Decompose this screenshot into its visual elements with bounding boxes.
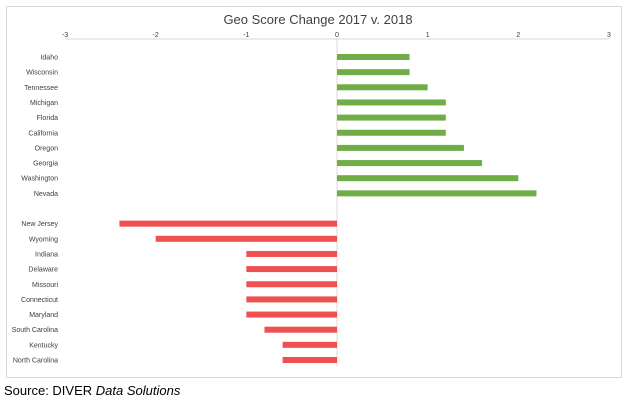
x-tick-label: 2 (516, 32, 520, 39)
x-tick-label: -1 (243, 32, 249, 39)
bar (246, 250, 337, 257)
x-tick-label: 3 (607, 32, 611, 39)
category-label: Connecticut (21, 297, 58, 304)
category-label: Florida (37, 115, 59, 122)
bar (119, 220, 338, 227)
category-label: Oregon (35, 145, 58, 152)
category-label: Wisconsin (26, 70, 58, 77)
bar (337, 69, 410, 76)
category-label: North Carolina (13, 358, 58, 365)
bar (337, 129, 446, 136)
bar (246, 266, 337, 273)
category-label: California (28, 130, 58, 137)
bar (264, 326, 337, 333)
bar (337, 114, 446, 121)
category-label: Missouri (32, 282, 59, 289)
chart-title: Geo Score Change 2017 v. 2018 (223, 12, 413, 27)
bar (337, 84, 428, 91)
bar (282, 341, 337, 348)
bar (337, 190, 537, 197)
bar (246, 296, 337, 303)
category-label: Washington (21, 176, 58, 183)
category-label: South Carolina (12, 327, 58, 334)
bar (337, 99, 446, 106)
source-italic: Data Solutions (95, 383, 181, 398)
bar (337, 160, 483, 167)
bar (155, 235, 337, 242)
category-label: Indiana (35, 251, 58, 258)
source-note: Source: DIVER Data Solutions (4, 383, 180, 398)
category-label: Tennessee (24, 85, 58, 92)
bar (337, 54, 410, 60)
x-tick-label: -2 (153, 32, 159, 39)
category-label: Maryland (29, 312, 58, 319)
x-tick-label: 0 (335, 32, 339, 39)
x-tick-label: -3 (62, 32, 68, 39)
category-label: Nevada (34, 191, 58, 198)
bar (246, 311, 337, 318)
category-label: Georgia (33, 161, 58, 168)
x-tick-label: 1 (426, 32, 430, 39)
category-label: Michigan (30, 100, 58, 107)
category-label: Wyoming (29, 236, 58, 243)
bar (282, 357, 337, 363)
category-label: New Jersey (21, 221, 58, 228)
bar (337, 175, 519, 182)
bar (246, 281, 337, 288)
category-label: Delaware (28, 267, 58, 274)
source-prefix: Source: DIVER (4, 383, 96, 398)
category-label: Idaho (40, 55, 58, 62)
bar (337, 144, 464, 151)
category-label: Kentucky (29, 342, 58, 349)
